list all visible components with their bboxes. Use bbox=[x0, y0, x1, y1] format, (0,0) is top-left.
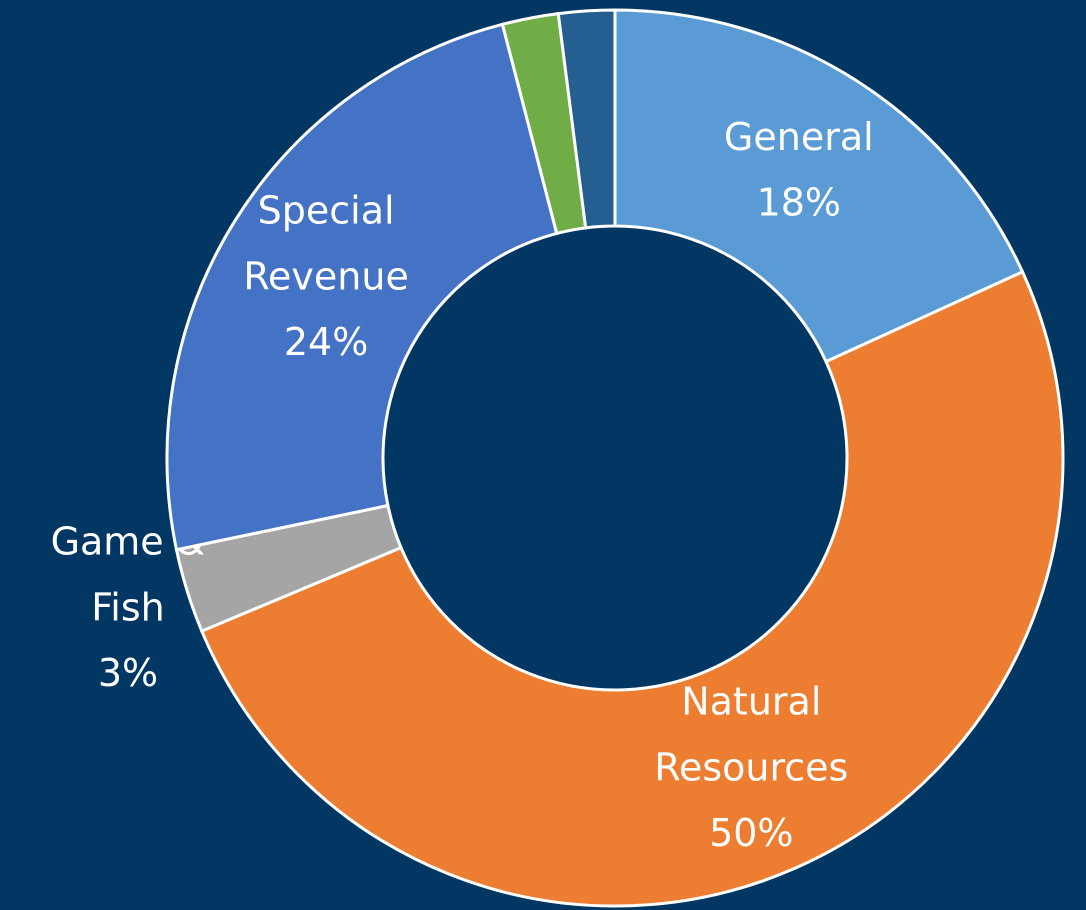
label-line: Natural bbox=[681, 679, 821, 723]
donut-slice bbox=[613, 8, 1025, 364]
label-line: Special bbox=[258, 188, 395, 232]
label-line: Resources bbox=[654, 745, 848, 789]
label-line: Fish bbox=[91, 585, 165, 629]
value-label: 24% bbox=[284, 320, 368, 364]
label-line: Revenue bbox=[243, 254, 409, 298]
label-line: General bbox=[724, 114, 874, 158]
donut-slice bbox=[556, 8, 617, 230]
value-label: 50% bbox=[709, 811, 793, 855]
slice-label: Special Revenue bbox=[243, 188, 409, 298]
donut-slice bbox=[165, 22, 559, 552]
value-label: 18% bbox=[757, 180, 841, 224]
slice-label: General bbox=[724, 114, 874, 158]
slice-label: Natural Resources bbox=[654, 679, 848, 789]
donut-slice bbox=[199, 269, 1065, 908]
value-label: 3% bbox=[98, 651, 158, 695]
